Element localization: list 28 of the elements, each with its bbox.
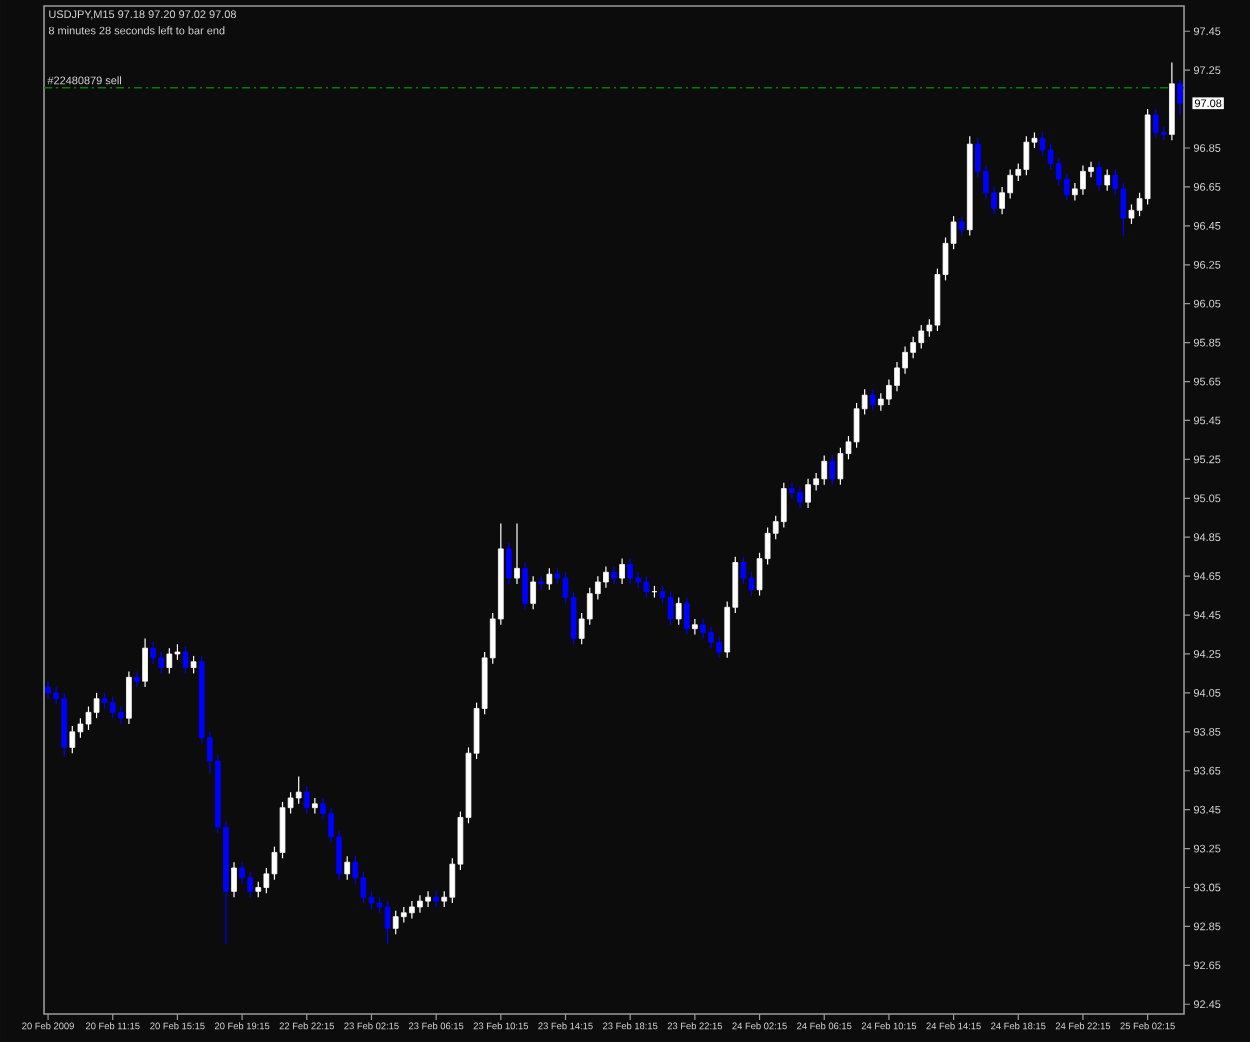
candlestick [142,637,148,688]
candlestick [1096,161,1102,192]
candlestick [603,565,609,589]
candlestick [45,680,51,700]
candlestick [716,635,722,659]
candlestick [805,478,811,509]
candlestick [522,561,528,610]
candlestick [789,482,795,499]
candlestick [409,900,415,920]
candlestick [514,522,520,585]
candlestick [1177,79,1183,116]
candlestick [1169,61,1175,141]
candlestick [126,670,132,725]
candlestick [1080,164,1086,196]
candlestick [231,861,237,898]
candlestick [700,618,706,639]
candlestick [239,861,245,885]
candlestick [425,890,431,908]
candlestick [506,542,512,585]
candlestick [619,558,625,585]
candlestick [692,618,698,636]
candlestick [312,797,318,815]
candlestick [417,894,423,914]
candlestick [797,486,803,509]
candlestick [433,890,439,908]
candlestick [708,626,714,649]
candlestick [134,670,140,688]
candlestick [611,565,617,585]
